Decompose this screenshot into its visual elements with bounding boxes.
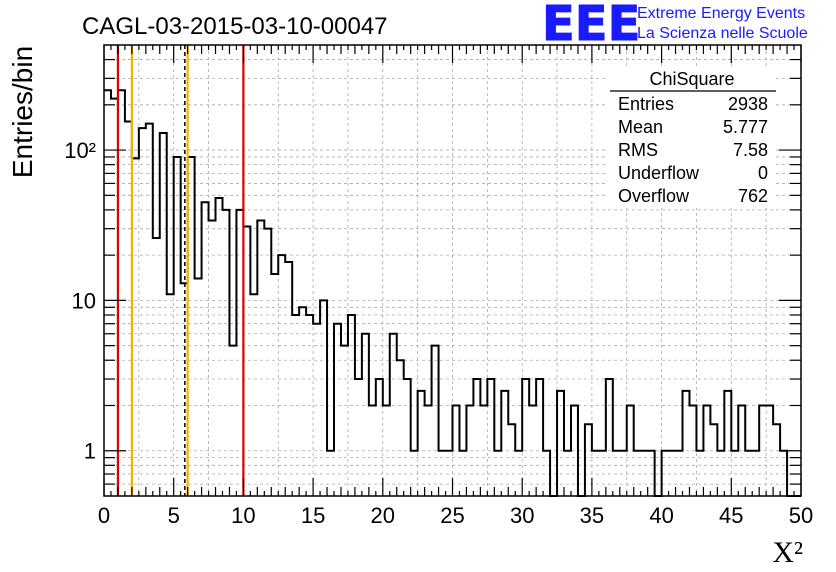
histogram-bin [606, 379, 613, 496]
histogram-bin [710, 424, 717, 496]
y-tick-label: 10² [64, 138, 96, 163]
histogram-bin [222, 210, 229, 496]
histogram-outline [104, 89, 801, 497]
x-tick-label: 25 [440, 503, 464, 528]
histogram-bin [508, 424, 515, 496]
logo-line-1: Extreme Energy Events [637, 5, 805, 22]
histogram-bin [390, 334, 397, 496]
histogram-bin [418, 391, 425, 496]
histogram-bin [202, 202, 209, 496]
y-tick-label: 1 [84, 439, 96, 464]
x-tick-label: 40 [649, 503, 673, 528]
eee-logo: EEE Extreme Energy Events La Scienza nel… [542, 0, 808, 53]
histogram-bin [724, 391, 731, 496]
histogram-bin [313, 324, 320, 496]
grid-lines [104, 45, 801, 496]
stats-label-entries: Entries [618, 94, 674, 114]
stats-value-overflow: 762 [738, 186, 768, 206]
stats-value-underflow: 0 [758, 163, 768, 183]
stats-box: ChiSquare Entries 2938 Mean 5.777 RMS 7.… [608, 66, 776, 208]
y-tick-label: 10 [72, 288, 96, 313]
histogram-bin [160, 133, 167, 496]
histogram-bin [522, 379, 529, 496]
stats-box-background [608, 66, 776, 208]
histogram-bin [397, 360, 404, 496]
histogram-bin [501, 391, 508, 496]
stats-label-mean: Mean [618, 117, 663, 137]
histogram-bin [146, 124, 153, 496]
histogram-bin [174, 157, 181, 496]
histogram-bin [355, 379, 362, 496]
cut-lines [116, 45, 245, 496]
x-tick-label: 35 [580, 503, 604, 528]
histogram-bin [104, 90, 111, 496]
histogram-bin [250, 294, 257, 496]
eee-logo-mark: EEE [542, 0, 640, 52]
histogram-series [104, 89, 801, 497]
stats-label-rms: RMS [618, 140, 658, 160]
histogram-bin [404, 379, 411, 496]
stats-value-mean: 5.777 [723, 117, 768, 137]
histogram-bin [216, 198, 223, 496]
y-axis-label: Entries/bin [7, 46, 38, 178]
stats-value-rms: 7.58 [733, 140, 768, 160]
logo-line-2: La Scienza nelle Scuole [637, 25, 808, 42]
x-tick-label: 30 [510, 503, 534, 528]
axis-ticks [103, 45, 802, 496]
stats-label-overflow: Overflow [618, 186, 690, 206]
histogram-bin [376, 379, 383, 496]
x-axis-label: X² [772, 536, 803, 569]
stats-title: ChiSquare [649, 69, 734, 89]
histogram-bin [299, 307, 306, 496]
histogram-bin [473, 379, 480, 496]
x-tick-label: 5 [168, 503, 180, 528]
histogram-bin [362, 334, 369, 496]
histogram-bin [257, 221, 264, 496]
histogram-bin [557, 391, 564, 496]
x-tick-label: 10 [231, 503, 255, 528]
histogram-bin [209, 221, 216, 496]
x-tick-label: 0 [98, 503, 110, 528]
histogram-bin [229, 346, 236, 496]
histogram-bin [334, 324, 341, 496]
histogram-bin [320, 300, 327, 496]
histogram-bin [432, 346, 439, 496]
histogram-bin [773, 424, 780, 496]
histogram-bin [167, 294, 174, 496]
chart-title: CAGL-03-2015-03-10-00047 [82, 13, 388, 40]
stats-label-underflow: Underflow [618, 163, 700, 183]
histogram-bin [536, 379, 543, 496]
x-tick-label: 45 [719, 503, 743, 528]
histogram-bin [585, 424, 592, 496]
x-tick-label: 50 [789, 503, 813, 528]
x-tick-label: 15 [301, 503, 325, 528]
histogram-bin [195, 278, 202, 496]
axis-tick-labels: 0 5 10 15 20 25 30 35 40 45 50 1 10 10² [64, 138, 813, 528]
histogram-bin [683, 391, 690, 496]
histogram-bin [487, 379, 494, 496]
histogram-bin [278, 255, 285, 496]
stats-value-entries: 2938 [728, 94, 768, 114]
x-tick-label: 20 [371, 503, 395, 528]
histogram-bin [341, 346, 348, 496]
histogram-bin [264, 229, 271, 496]
